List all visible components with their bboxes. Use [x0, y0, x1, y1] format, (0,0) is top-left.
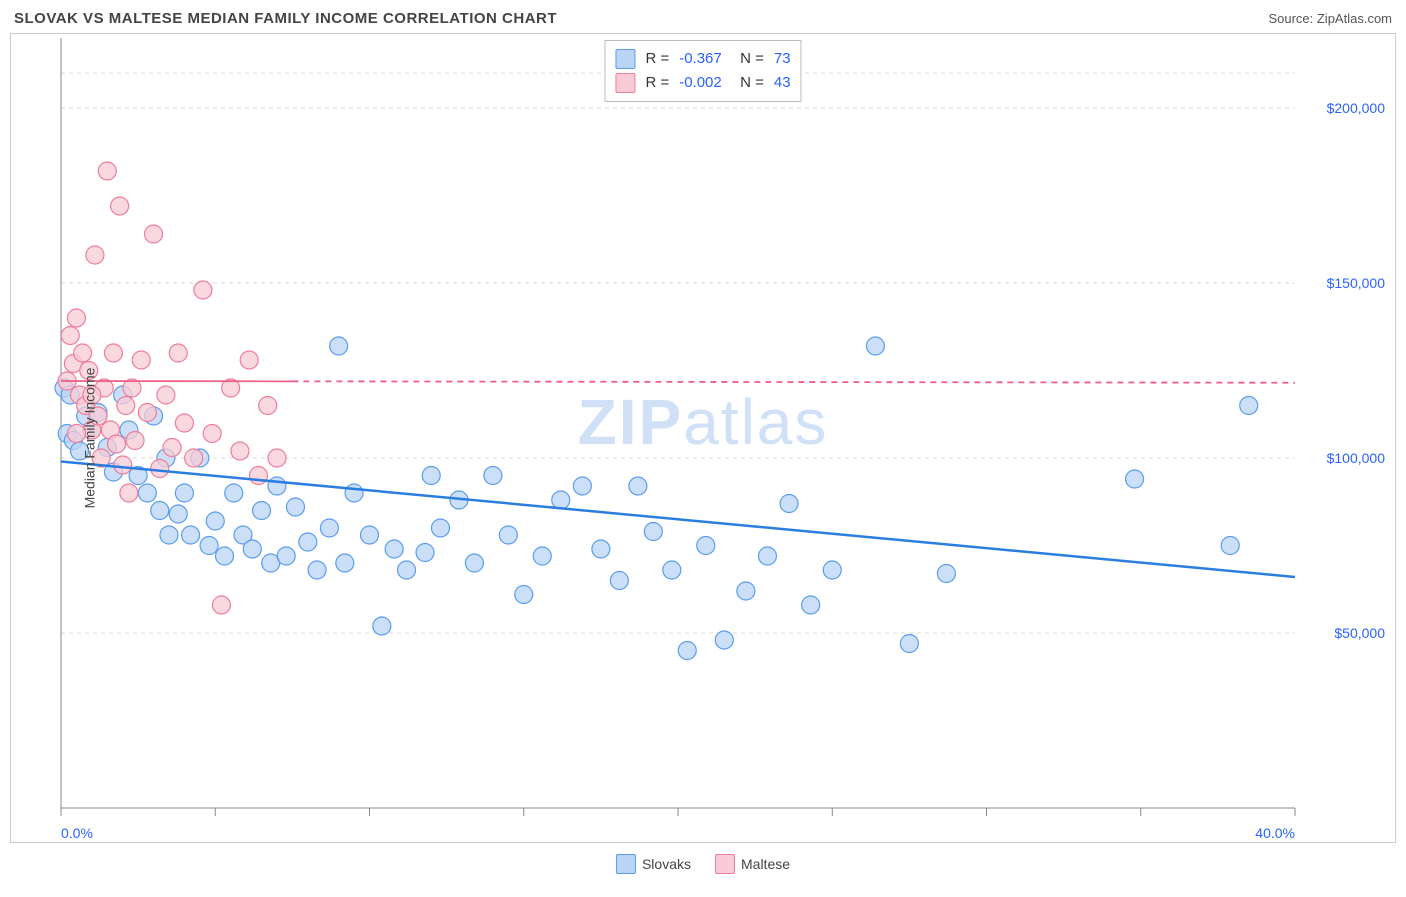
n-value-maltese: 43	[774, 71, 791, 95]
swatch-icon	[616, 854, 636, 874]
r-value-slovaks: -0.367	[679, 47, 722, 71]
svg-text:0.0%: 0.0%	[61, 825, 93, 841]
legend-label: Slovaks	[642, 856, 691, 872]
y-axis-label: Median Family Income	[81, 368, 97, 509]
svg-text:$100,000: $100,000	[1327, 450, 1386, 466]
svg-text:$200,000: $200,000	[1327, 100, 1386, 116]
r-label: R =	[645, 71, 669, 95]
source-label: Source: ZipAtlas.com	[1268, 11, 1392, 26]
chart-title: SLOVAK VS MALTESE MEDIAN FAMILY INCOME C…	[14, 10, 557, 27]
n-label: N =	[732, 71, 764, 95]
n-value-slovaks: 73	[774, 47, 791, 71]
correlation-legend: R = -0.367 N = 73 R = -0.002 N = 43	[604, 40, 801, 102]
chart-container: Median Family Income ZIPatlas $50,000$10…	[10, 33, 1396, 843]
swatch-icon	[715, 854, 735, 874]
svg-text:$150,000: $150,000	[1327, 275, 1386, 291]
legend-row-slovaks: R = -0.367 N = 73	[615, 47, 790, 71]
svg-text:$50,000: $50,000	[1334, 625, 1385, 641]
legend-row-maltese: R = -0.002 N = 43	[615, 71, 790, 95]
scatter-plot: $50,000 $100,000 $150,000 $200,000 0.0% 40.0%	[11, 34, 1395, 842]
legend-label: Maltese	[741, 856, 790, 872]
legend-item-slovaks: Slovaks	[616, 854, 691, 874]
swatch-maltese	[615, 73, 635, 93]
svg-text:40.0%: 40.0%	[1255, 825, 1295, 841]
r-value-maltese: -0.002	[679, 71, 722, 95]
swatch-slovaks	[615, 49, 635, 69]
n-label: N =	[732, 47, 764, 71]
series-legend: Slovaks Maltese	[616, 854, 790, 874]
r-label: R =	[645, 47, 669, 71]
legend-item-maltese: Maltese	[715, 854, 790, 874]
